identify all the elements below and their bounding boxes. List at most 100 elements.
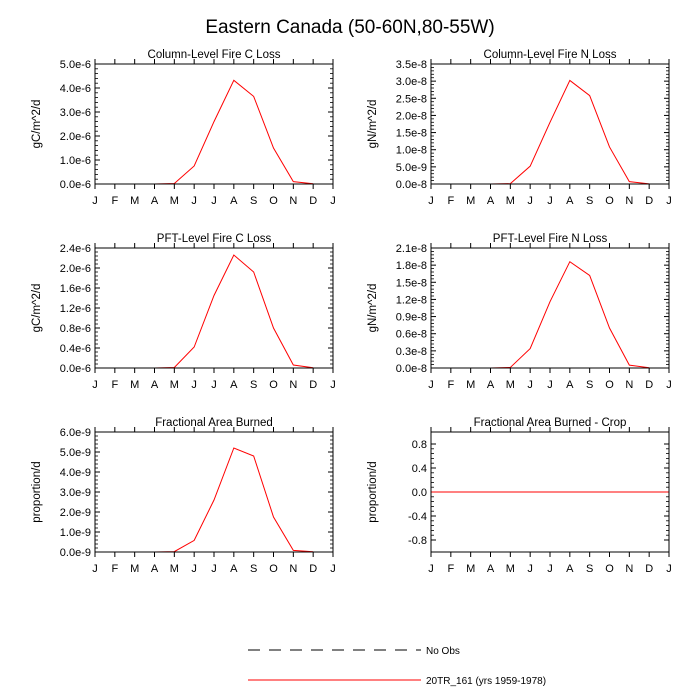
x-tick-label: J xyxy=(527,195,533,207)
panel-title: PFT-Level Fire N Loss xyxy=(493,233,608,245)
y-tick-label: 3.0e-8 xyxy=(396,76,427,88)
x-tick-label: M xyxy=(466,563,475,575)
chart-panel: Column-Level Fire N Loss gN/m^2/d 0.0e-8 5.… xyxy=(367,49,672,207)
legend-label-20tr-161: 20TR_161 (yrs 1959-1978) xyxy=(426,676,546,687)
x-tick-label: F xyxy=(447,563,454,575)
y-tick-label: 0.3e-8 xyxy=(396,346,427,358)
x-tick-label: M xyxy=(130,379,139,391)
x-tick-label: A xyxy=(487,195,495,207)
x-tick-label: A xyxy=(230,563,238,575)
x-tick-label: A xyxy=(566,379,574,391)
x-tick-label: J xyxy=(191,195,197,207)
plot-frame xyxy=(94,63,334,185)
chart-panel: Column-Level Fire C Loss gC/m^2/d 0.0e-6 1.… xyxy=(31,49,336,207)
chart-panel: PFT-Level Fire C Loss gC/m^2/d 0.0e-6 0.4e-… xyxy=(31,233,336,391)
x-tick-label: J xyxy=(527,563,533,575)
series-line xyxy=(95,447,314,553)
x-tick-label: J xyxy=(330,379,336,391)
x-tick-label: N xyxy=(289,195,297,207)
x-tick-label: J xyxy=(191,379,197,391)
y-tick-label: 0.4 xyxy=(412,463,427,475)
y-tick-label: -0.4 xyxy=(408,511,427,523)
x-tick-label: J xyxy=(547,195,553,207)
y-tick-label: 1.0e-9 xyxy=(60,527,91,539)
y-tick-label: 0.8 xyxy=(412,439,427,451)
y-tick-label: 6.0e-9 xyxy=(60,427,91,439)
x-tick-label: J xyxy=(92,379,98,391)
x-tick-label: J xyxy=(191,563,197,575)
x-tick-label: A xyxy=(151,379,159,391)
x-tick-label: S xyxy=(250,195,257,207)
y-tick-label: 3.5e-8 xyxy=(396,59,427,71)
x-tick-label: D xyxy=(309,563,317,575)
x-tick-label: J xyxy=(666,563,672,575)
y-tick-label: 2.0e-6 xyxy=(60,263,91,275)
plot-frame xyxy=(430,247,670,369)
plot-frame xyxy=(94,247,334,369)
x-tick-label: D xyxy=(645,563,653,575)
y-tick-label: 0.6e-8 xyxy=(396,329,427,341)
y-axis-label: gC/m^2/d xyxy=(31,100,43,149)
legend: No Obs 20TR_161 (yrs 1959-1978) xyxy=(248,646,546,687)
x-tick-label: M xyxy=(170,563,179,575)
x-tick-label: M xyxy=(506,563,515,575)
x-tick-label: M xyxy=(130,195,139,207)
x-tick-label: N xyxy=(625,563,633,575)
x-tick-label: S xyxy=(250,563,257,575)
x-tick-label: D xyxy=(645,379,653,391)
x-tick-label: O xyxy=(269,379,278,391)
y-tick-label: 2.4e-6 xyxy=(60,243,91,255)
x-tick-label: M xyxy=(170,379,179,391)
x-tick-label: J xyxy=(666,379,672,391)
x-tick-label: O xyxy=(605,195,614,207)
x-tick-label: J xyxy=(547,563,553,575)
y-tick-label: 0.0e-6 xyxy=(60,363,91,375)
y-tick-label: -0.8 xyxy=(408,535,427,547)
y-axis-label: proportion/d xyxy=(31,461,43,522)
plot-frame xyxy=(430,63,670,185)
x-tick-label: M xyxy=(466,195,475,207)
x-tick-label: J xyxy=(428,195,434,207)
y-tick-label: 2.0e-6 xyxy=(60,131,91,143)
x-tick-label: A xyxy=(487,379,495,391)
x-tick-label: N xyxy=(289,379,297,391)
y-tick-label: 1.5e-8 xyxy=(396,128,427,140)
y-tick-label: 2.5e-8 xyxy=(396,93,427,105)
legend-label-no-obs: No Obs xyxy=(426,646,460,657)
y-tick-label: 1.2e-8 xyxy=(396,294,427,306)
x-tick-label: S xyxy=(586,563,593,575)
y-tick-label: 3.0e-6 xyxy=(60,107,91,119)
x-tick-label: M xyxy=(466,379,475,391)
chart-panel: Fractional Area Burned proportion/d 0.0e-9… xyxy=(31,417,336,575)
x-tick-label: M xyxy=(130,563,139,575)
panel-title: Column-Level Fire N Loss xyxy=(484,49,617,61)
x-tick-label: J xyxy=(211,563,217,575)
y-tick-label: 2.1e-8 xyxy=(396,243,427,255)
x-tick-label: O xyxy=(269,563,278,575)
x-tick-label: D xyxy=(309,195,317,207)
x-tick-label: O xyxy=(605,563,614,575)
x-tick-label: F xyxy=(447,195,454,207)
plot-frame xyxy=(430,431,670,553)
x-tick-label: N xyxy=(289,563,297,575)
x-tick-label: F xyxy=(111,563,118,575)
x-tick-label: A xyxy=(566,195,574,207)
x-tick-label: J xyxy=(666,195,672,207)
x-tick-label: S xyxy=(250,379,257,391)
y-tick-label: 0.0 xyxy=(412,487,427,499)
series-line xyxy=(95,79,314,185)
y-axis-label: proportion/d xyxy=(367,461,379,522)
y-tick-label: 0.0e-8 xyxy=(396,363,427,375)
y-axis-label: gN/m^2/d xyxy=(367,100,379,149)
y-tick-label: 1.5e-8 xyxy=(396,277,427,289)
y-tick-label: 0.4e-6 xyxy=(60,343,91,355)
figure-title: Eastern Canada (50-60N,80-55W) xyxy=(205,17,494,38)
y-tick-label: 5.0e-9 xyxy=(60,447,91,459)
x-tick-label: M xyxy=(506,195,515,207)
y-tick-label: 0.0e-9 xyxy=(60,547,91,559)
y-tick-label: 0.9e-8 xyxy=(396,312,427,324)
panels: Column-Level Fire C Loss gC/m^2/d 0.0e-6 1.… xyxy=(31,49,672,575)
series-line xyxy=(95,254,314,369)
x-tick-label: N xyxy=(625,379,633,391)
y-tick-label: 5.0e-6 xyxy=(60,59,91,71)
